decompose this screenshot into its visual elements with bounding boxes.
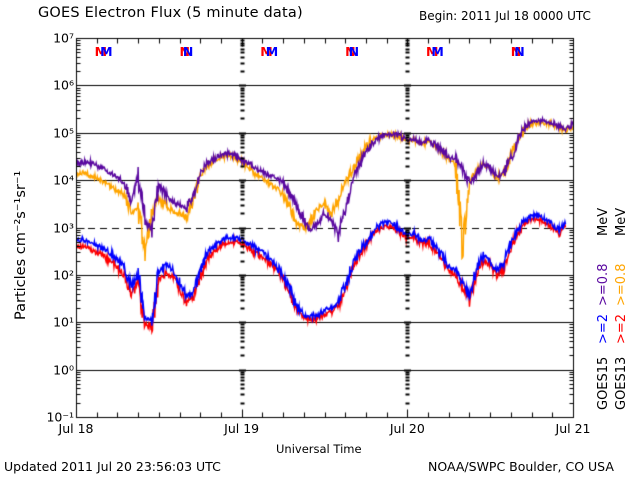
- legend-goes13-unit: MeV: [614, 207, 629, 236]
- x-tick-label-jul-21: Jul 21: [555, 421, 591, 436]
- y-tick-label-1e0: 10⁰: [53, 362, 74, 378]
- day-marker-goes13: M: [260, 44, 273, 59]
- legend-goes13-satellite: GOES13: [614, 356, 629, 410]
- day-marker-goes15: M: [431, 44, 444, 59]
- day-marker-goes13: N: [510, 44, 522, 59]
- day-marker-1: NN: [179, 44, 200, 59]
- y-tick-label-1e2: 10²: [53, 267, 74, 283]
- y-tick-label-1e4: 10⁴: [53, 172, 74, 188]
- day-marker-goes13: N: [345, 44, 356, 59]
- x-tick-label-jul-19: Jul 19: [224, 421, 260, 436]
- y-tick-label-1e3: 10³: [53, 220, 74, 235]
- legend-goes15-unit: MeV: [596, 207, 611, 236]
- y-tick-label-1e-1: 10⁻¹: [46, 409, 74, 425]
- day-marker-2: MM: [260, 44, 285, 59]
- day-marker-goes15: M: [265, 44, 279, 59]
- legend-goes15-band-08mev: >=0.8: [596, 263, 611, 306]
- y-tick-label-1e1: 10¹: [53, 314, 74, 330]
- legend-goes15-satellite: GOES15: [596, 356, 611, 410]
- day-marker-5: NN: [511, 44, 532, 59]
- day-marker-goes13: M: [94, 44, 108, 59]
- day-marker-3: NN: [345, 44, 366, 59]
- y-tick-label-1e7: 10⁷: [53, 30, 74, 46]
- legend-goes15-band-2mev: >=2: [596, 313, 611, 344]
- day-marker-goes15: N: [514, 44, 525, 59]
- begin-time-label: Begin: 2011 Jul 18 0000 UTC: [419, 9, 591, 23]
- legend-goes13: GOES13 >=2 >=0.8 MeV: [614, 160, 632, 410]
- day-marker-goes15: N: [348, 44, 360, 59]
- legend-goes13-band-08mev: >=0.8: [614, 263, 629, 306]
- day-marker-goes13: N: [179, 44, 190, 59]
- day-marker-goes13: M: [425, 44, 439, 59]
- day-marker-0: MM: [95, 44, 120, 59]
- page-title: GOES Electron Flux (5 minute data): [38, 5, 303, 21]
- y-axis-title: Particles cm⁻²s⁻¹sr⁻¹: [13, 170, 29, 320]
- legend-goes13-band-2mev: >=2: [614, 313, 629, 344]
- day-marker-goes15: M: [100, 44, 113, 59]
- footer-source-label: NOAA/SWPC Boulder, CO USA: [428, 459, 614, 474]
- y-tick-label-1e5: 10⁵: [53, 125, 74, 141]
- footer-updated-timestamp: Updated 2011 Jul 20 23:56:03 UTC: [4, 459, 221, 474]
- x-tick-label-jul-18: Jul 18: [58, 421, 94, 436]
- day-marker-goes15: N: [182, 44, 194, 59]
- day-marker-4: MM: [426, 44, 451, 59]
- legend-goes15: GOES15 >=2 >=0.8 MeV: [596, 160, 614, 410]
- y-tick-label-1e6: 10⁶: [53, 77, 74, 93]
- x-tick-label-jul-20: Jul 20: [389, 421, 425, 436]
- x-axis-title: Universal Time: [276, 442, 362, 456]
